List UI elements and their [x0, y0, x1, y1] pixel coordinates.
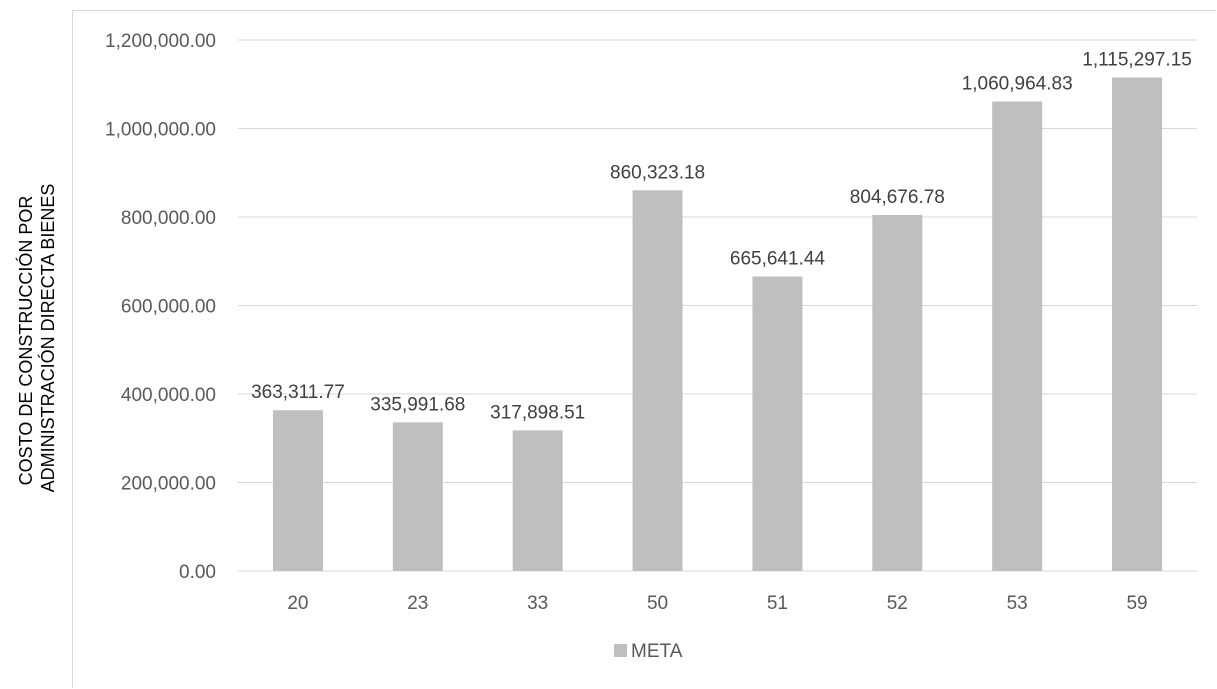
y-axis-label: COSTO DE CONSTRUCCIÓN POR ADMINISTRACIÓN…: [15, 184, 58, 493]
y-tick-label: 400,000.00: [121, 385, 216, 406]
x-tick-label: 33: [527, 593, 548, 614]
bar: [632, 190, 683, 571]
data-label: 1,060,964.83: [962, 74, 1073, 95]
bar: [512, 430, 563, 571]
y-tick-label: 0.00: [179, 562, 216, 583]
x-tick-label: 23: [407, 593, 428, 614]
x-tick-labels: 20 23 33 50 51 52 53 59: [287, 593, 1147, 614]
y-tick-label: 600,000.00: [121, 297, 216, 318]
bars: [272, 77, 1163, 571]
bar: [752, 276, 803, 571]
x-tick-label: 51: [767, 593, 788, 614]
bar: [392, 422, 443, 571]
bar: [872, 214, 923, 571]
y-tick-labels: 0.00 200,000.00 400,000.00 600,000.00 800,00…: [105, 31, 216, 583]
x-tick-label: 52: [887, 593, 908, 614]
legend-swatch: [614, 644, 627, 657]
y-tick-label: 200,000.00: [121, 474, 216, 495]
data-label: 860,323.18: [610, 162, 705, 183]
y-tick-label: 1,200,000.00: [105, 31, 216, 52]
bar: [272, 410, 323, 571]
ylabel-background: [0, 104, 72, 570]
data-label: 665,641.44: [730, 248, 826, 269]
x-tick-label: 50: [647, 593, 668, 614]
data-label: 335,991.68: [370, 394, 465, 415]
x-tick-label: 53: [1007, 593, 1028, 614]
data-label: 317,898.51: [490, 402, 585, 423]
y-axis-label-line-1: COSTO DE CONSTRUCCIÓN POR: [15, 196, 36, 486]
y-tick-label: 1,000,000.00: [105, 120, 216, 141]
legend-label: META: [631, 641, 683, 662]
gridlines: [238, 39, 1197, 572]
x-tick-label: 59: [1126, 593, 1147, 614]
legend: META: [614, 641, 683, 662]
bar: [1112, 77, 1163, 571]
chart-frame: [72, 10, 1216, 688]
data-label: 1,115,297.15: [1082, 49, 1192, 70]
data-label: 363,311.77: [251, 382, 345, 403]
y-tick-label: 800,000.00: [121, 208, 216, 229]
y-axis-label-line-2: ADMINISTRACIÓN DIRECTA BIENES: [37, 184, 58, 493]
data-label: 804,676.78: [850, 187, 945, 208]
x-tick-label: 20: [287, 593, 308, 614]
bar: [992, 101, 1043, 571]
data-labels: 363,311.77 335,991.68 317,898.51 860,323.18…: [251, 49, 1192, 423]
